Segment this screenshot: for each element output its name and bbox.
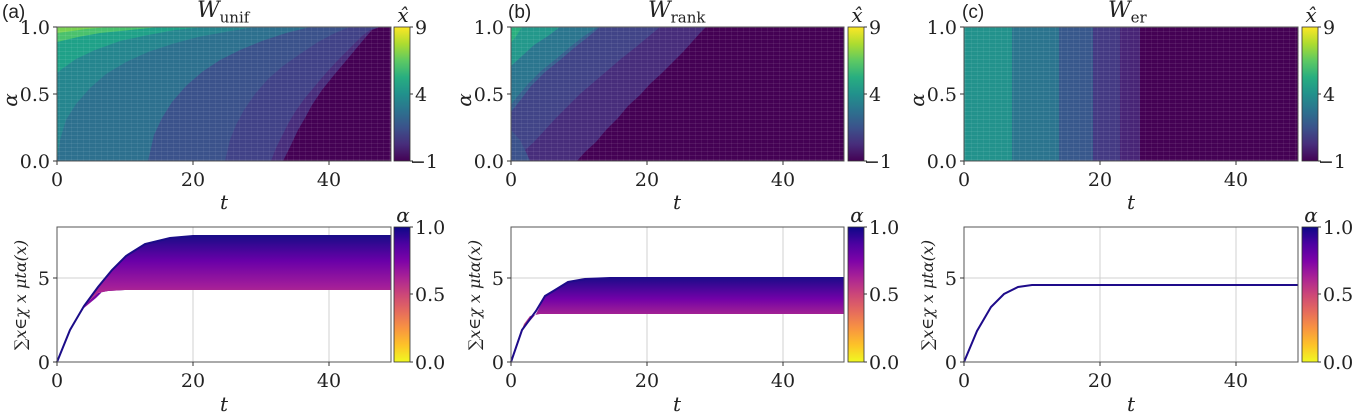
svg-text:20: 20 [1088,169,1112,191]
svg-text:40: 40 [771,169,795,191]
xlabel-c-bottom: t [1127,392,1136,415]
svg-text:40: 40 [771,370,795,392]
svg-text:0: 0 [492,352,504,374]
ylabel-c-top: α [905,93,929,107]
svg-text:−1: −1 [864,151,892,173]
svg-text:0.0: 0.0 [474,151,504,173]
svg-text:0: 0 [945,352,957,374]
line-plot-c [963,227,1298,363]
svg-text:−1: −1 [1318,151,1346,173]
panel-label-c: (c) [962,2,985,23]
svg-text:9: 9 [869,17,881,39]
colorbar-xhat-b [847,26,867,162]
heatmap-a [56,26,392,162]
svg-text:1.0: 1.0 [474,17,504,39]
svg-text:−1: −1 [410,151,438,173]
ylabel-c-bottom: ∑x∈χ x μtα(x) [918,240,937,350]
ylabel-a-bottom: ∑x∈χ x μtα(x) [11,240,30,350]
svg-text:0.0: 0.0 [1323,352,1353,374]
xlabel-b-bottom: t [673,392,682,415]
svg-text:40: 40 [1224,370,1248,392]
svg-text:4: 4 [869,84,881,106]
svg-text:0: 0 [505,169,517,191]
svg-text:20: 20 [1088,370,1112,392]
colorbar-alpha-a [393,226,413,363]
cbar-alpha-label-a: α [396,203,410,227]
svg-text:0.0: 0.0 [927,151,957,173]
ylabel-a-top: α [0,93,22,107]
svg-text:0: 0 [958,169,970,191]
svg-text:0: 0 [505,370,517,392]
ylabel-b-bottom: ∑x∈χ x μtα(x) [465,240,484,350]
svg-text:20: 20 [181,370,205,392]
cbar-label-b: x̂ [851,3,862,27]
ylabel-b-top: α [452,93,476,107]
svg-text:5: 5 [38,268,50,290]
ytick-a-0: 0.0 [20,151,50,173]
colorbar-xhat-a [393,26,413,162]
svg-text:9: 9 [415,17,427,39]
svg-text:0: 0 [51,169,63,191]
panel-label-a: (a) [2,2,26,23]
svg-text:40: 40 [1224,169,1248,191]
bottom-axis-ticks [53,277,1237,366]
svg-text:0.5: 0.5 [869,284,899,306]
svg-text:1.0: 1.0 [869,217,899,239]
xlabel-a-top: t [220,190,229,214]
svg-text:5: 5 [945,268,957,290]
cbar-alpha-label-b: α [850,203,864,227]
top-axis-ticks [53,26,1237,165]
svg-text:0.5: 0.5 [415,284,445,306]
ytick-a-05: 0.5 [20,84,50,106]
colorbar-alpha-b [847,226,867,363]
svg-text:1.0: 1.0 [1323,217,1353,239]
svg-text:40: 40 [317,169,341,191]
svg-text:0: 0 [958,370,970,392]
heatmap-c [963,26,1299,162]
colorbar-alpha-c [1301,226,1321,363]
panel-title-c: Wer [1108,0,1147,27]
cbar-label-a: x̂ [397,3,408,27]
top-axis-labels: t t t α α α x̂ x̂ x̂ [0,3,1317,214]
svg-text:0: 0 [38,352,50,374]
svg-text:1.0: 1.0 [927,17,957,39]
svg-text:40: 40 [317,370,341,392]
heatmap-b [510,26,845,162]
xlabel-c-top: t [1127,190,1136,214]
svg-text:0.0: 0.0 [415,352,445,374]
xlabel-a-bottom: t [220,392,229,415]
svg-text:0.5: 0.5 [927,84,957,106]
svg-text:4: 4 [1323,84,1335,106]
ytick-a-1: 1.0 [20,17,50,39]
svg-text:0: 0 [51,370,63,392]
svg-text:20: 20 [635,370,659,392]
bottom-frames [56,226,1299,363]
svg-text:5: 5 [492,268,504,290]
bottom-ylabels: ∑x∈χ x μtα(x) ∑x∈χ x μtα(x) ∑x∈χ x μtα(x… [11,240,937,350]
svg-text:0.0: 0.0 [869,352,899,374]
bottom-axis-labels: t t t α α α [220,203,1318,415]
panel-title-a: Wunif [197,0,250,27]
svg-text:9: 9 [1323,17,1335,39]
panel-label-b: (b) [508,2,532,23]
svg-text:20: 20 [181,169,205,191]
svg-text:20: 20 [635,169,659,191]
cbar-alpha-label-c: α [1304,203,1318,227]
top-tick-labels: 1.0 0.5 0.0 0 20 40 9 4 −1 1.0 0.5 0.0 0… [20,17,1346,191]
svg-text:4: 4 [415,84,427,106]
line-plot-a [56,227,391,363]
svg-text:0.5: 0.5 [474,84,504,106]
xlabel-b-top: t [673,190,682,214]
colorbar-xhat-c [1301,26,1321,162]
cbar-label-c: x̂ [1305,3,1316,27]
svg-text:0.5: 0.5 [1323,284,1353,306]
line-plot-b [510,227,844,363]
svg-text:1.0: 1.0 [415,217,445,239]
panel-title-b: Wrank [648,0,706,27]
bottom-tick-labels: 5 0 0 20 40 1.0 0.5 0.0 5 0 0 20 40 1.0 … [38,217,1353,392]
